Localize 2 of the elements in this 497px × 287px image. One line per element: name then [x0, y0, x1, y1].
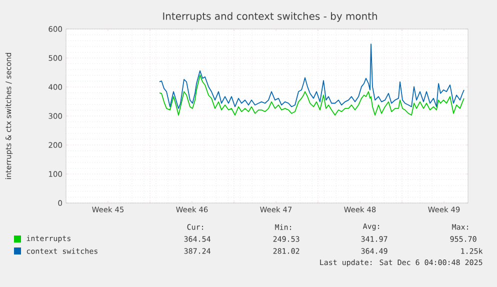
chart-title: Interrupts and context switches - by month [163, 12, 377, 22]
line-series [159, 74, 464, 116]
